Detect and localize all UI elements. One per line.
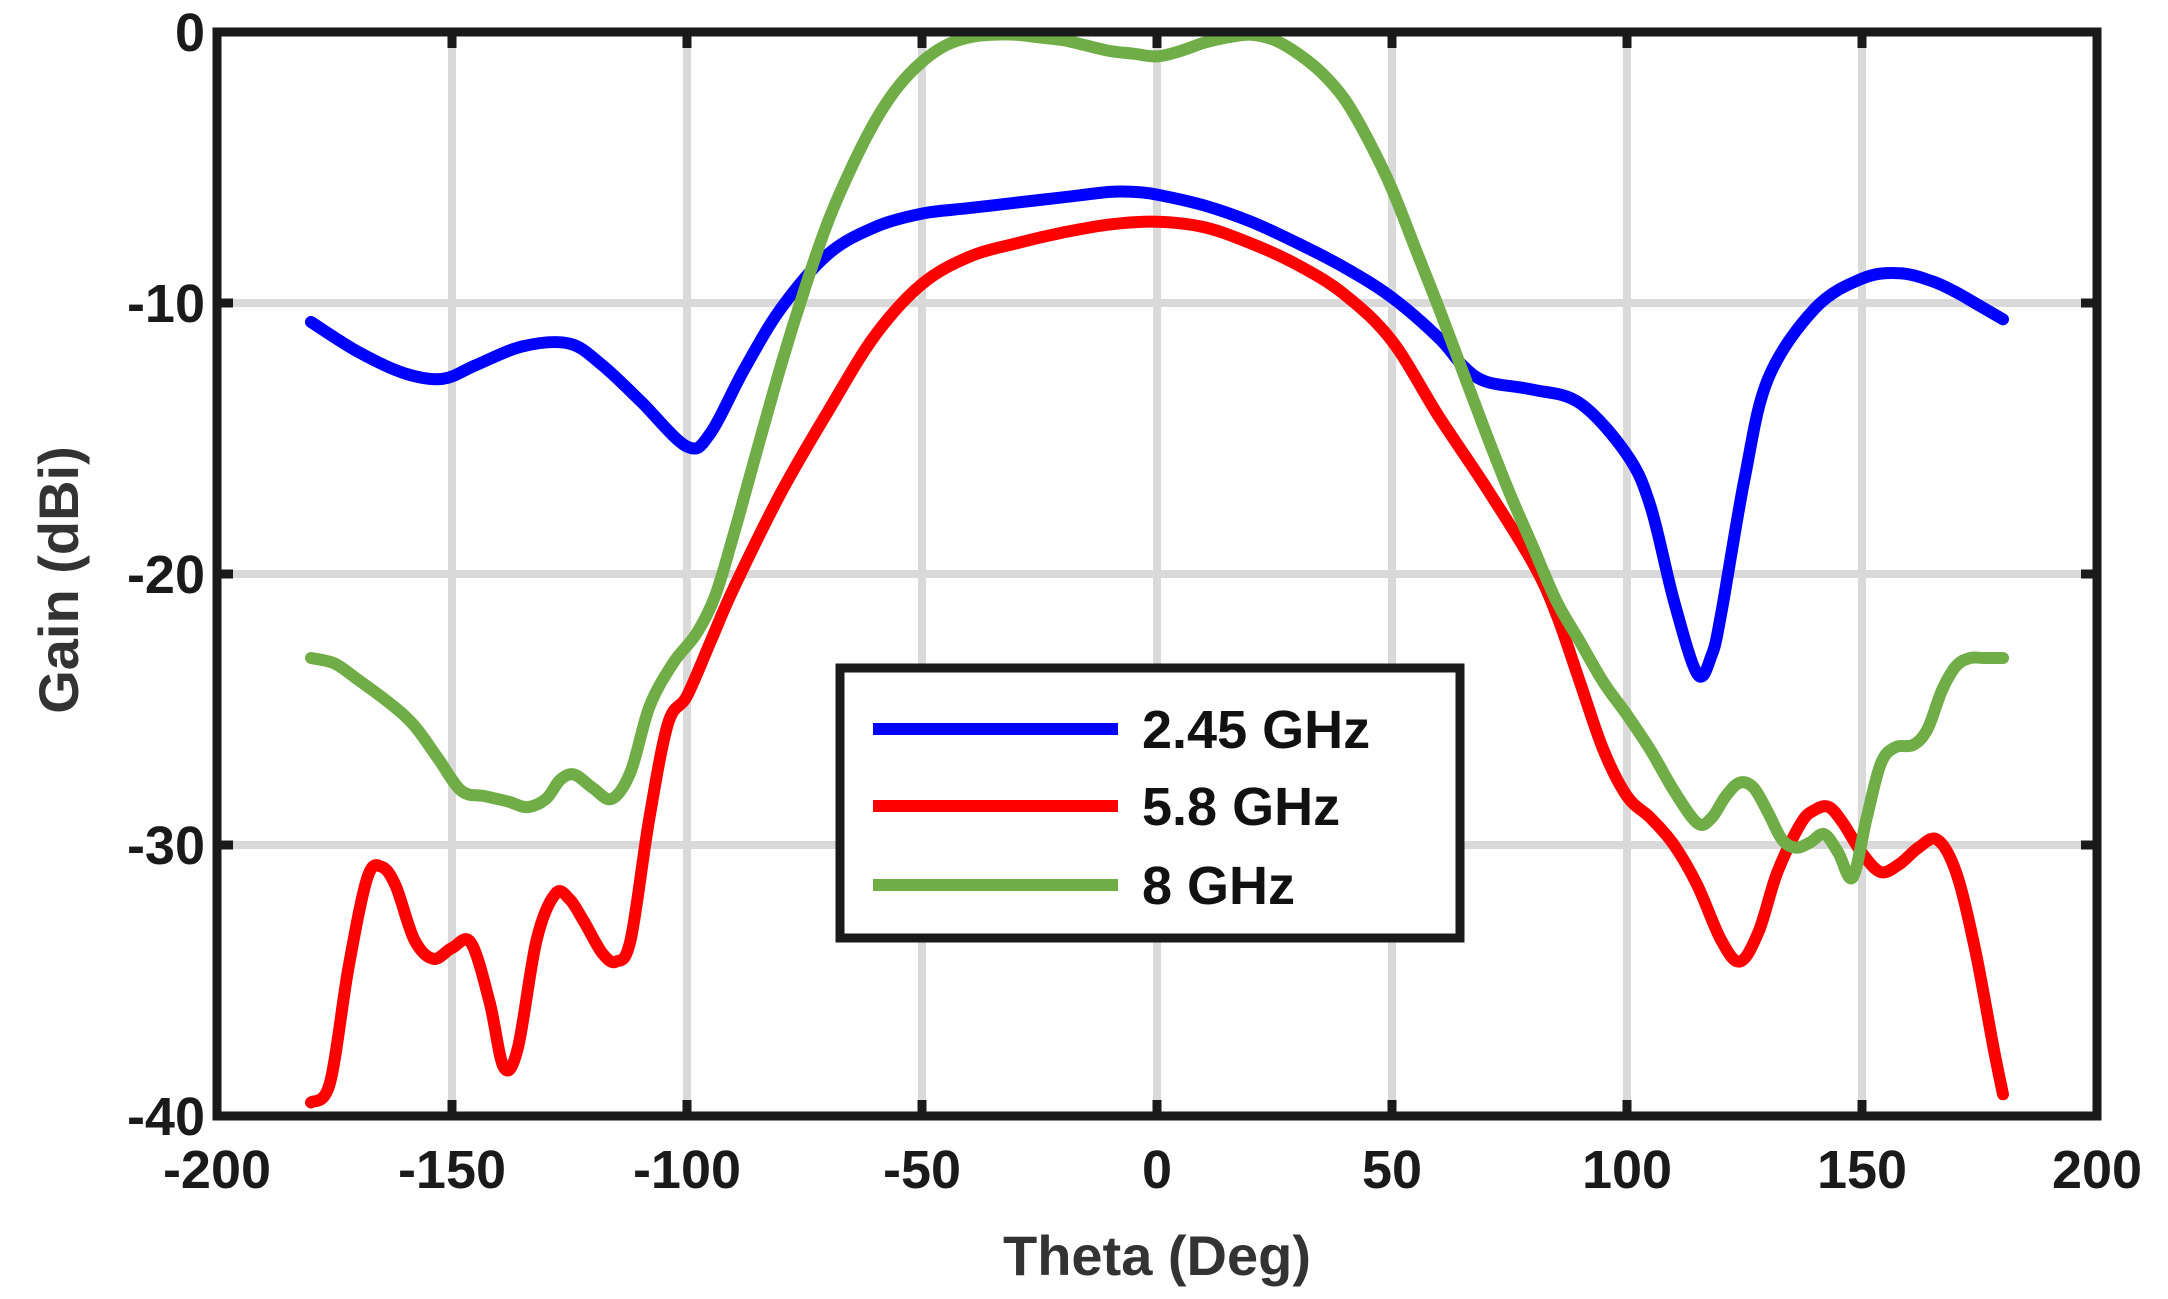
y-tick-label: -20	[127, 545, 205, 605]
x-tick-label: 50	[1362, 1140, 1422, 1200]
y-tick-label: 0	[175, 3, 205, 63]
series-lines	[305, 28, 2009, 1109]
x-tick-label: -100	[633, 1140, 741, 1200]
x-tick-label: -200	[163, 1140, 271, 1200]
series-line-8-ghz	[305, 28, 2009, 885]
plot-frame	[212, 27, 2102, 1121]
legend-label-5-8-ghz: 5.8 GHz	[1142, 777, 1340, 837]
y-tick-label: -30	[127, 816, 205, 876]
y-axis-label: Gain (dBi)	[27, 446, 90, 714]
x-tick-label: 0	[1142, 1140, 1172, 1200]
x-tick-label: -150	[398, 1140, 506, 1200]
series-line-5-8-ghz	[305, 215, 2009, 1109]
x-tick-labels: -200 -150 -100 -50 0 50 100 150 200	[163, 1140, 2142, 1200]
series-line-2-45-ghz	[305, 185, 2009, 683]
y-tick-label: -40	[127, 1087, 205, 1147]
legend-label-2-45-ghz: 2.45 GHz	[1142, 700, 1370, 760]
x-tick-label: 100	[1582, 1140, 1672, 1200]
x-tick-label: 150	[1817, 1140, 1907, 1200]
legend-label-8-ghz: 8 GHz	[1142, 856, 1295, 916]
y-tick-label: -10	[127, 274, 205, 334]
x-tick-label: -50	[883, 1140, 961, 1200]
legend: 2.45 GHz 5.8 GHz 8 GHz	[835, 663, 1465, 943]
y-tick-labels: -40 -30 -20 -10 0	[127, 3, 205, 1147]
x-axis-label: Theta (Deg)	[1003, 1224, 1311, 1287]
x-tick-label: 200	[2052, 1140, 2142, 1200]
